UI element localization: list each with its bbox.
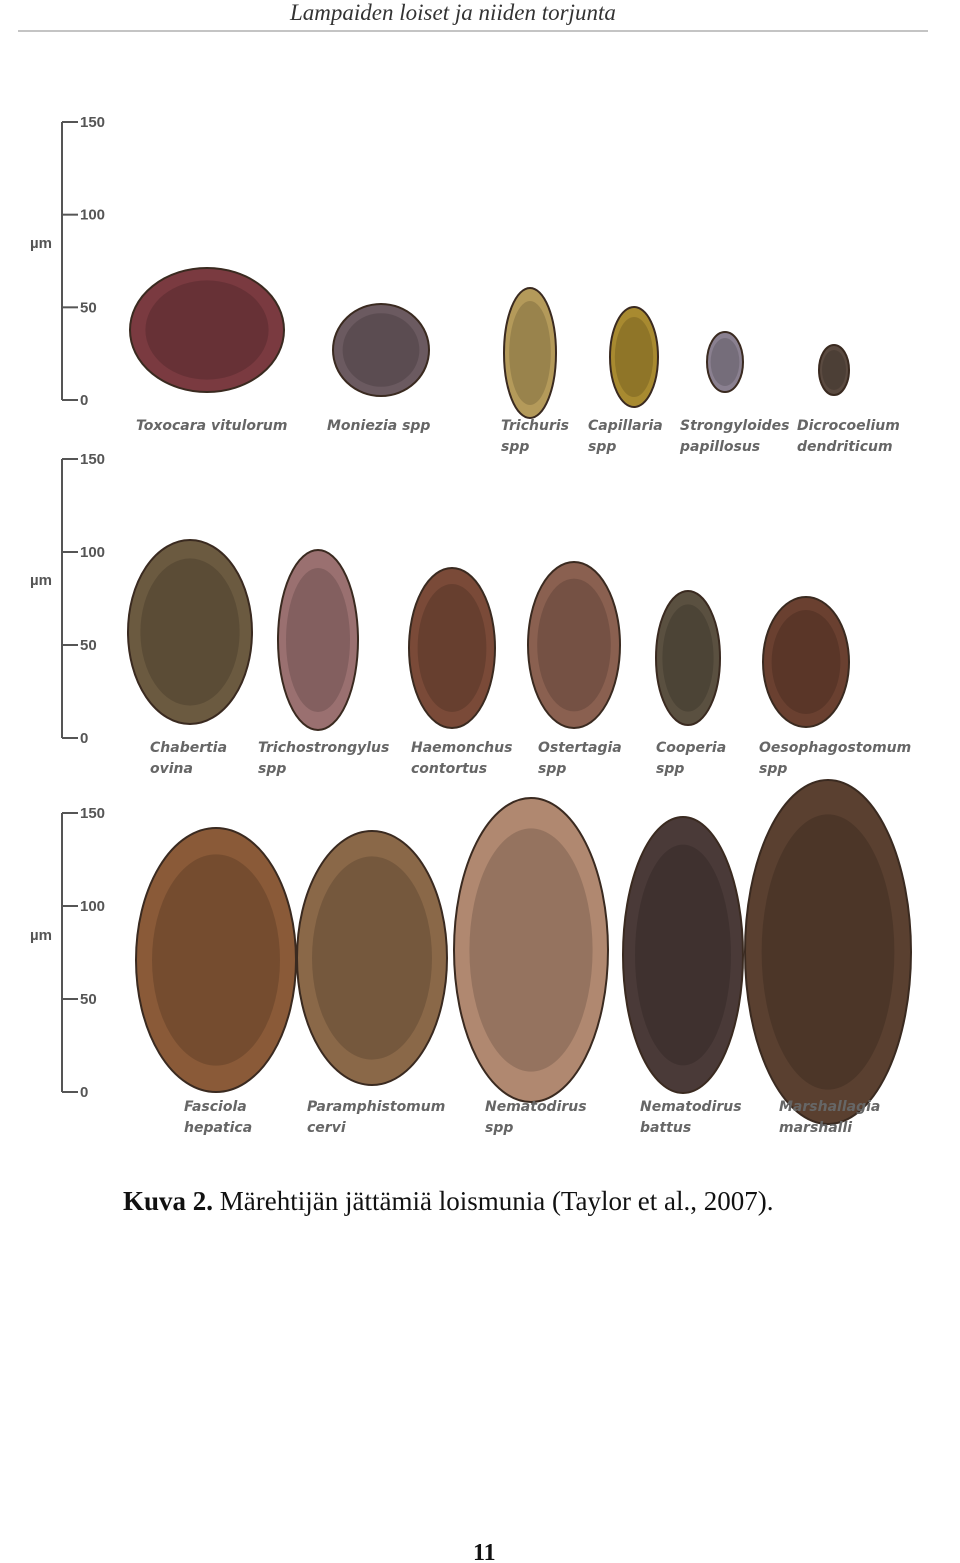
scale-tick-label: 0 — [80, 392, 88, 409]
egg-inner — [614, 317, 654, 397]
header-title: Lampaiden loiset ja niiden torjunta — [289, 0, 616, 25]
egg-inner — [152, 854, 280, 1066]
scale-tick-label: 0 — [80, 730, 88, 747]
egg-label: spp — [258, 761, 286, 777]
egg-label: Strongyloides — [680, 418, 789, 434]
egg-label: Trichuris — [501, 418, 569, 434]
egg-label: Trichostrongylus — [258, 740, 389, 756]
egg — [332, 303, 430, 397]
egg-inner — [509, 301, 551, 405]
caption: Kuva 2. Märehtijän jättämiä loismunia (T… — [123, 1186, 773, 1216]
egg-inner — [145, 280, 269, 380]
egg — [135, 827, 297, 1093]
scale-tick-label: 0 — [80, 1084, 88, 1101]
egg-label: Nematodirus — [485, 1099, 587, 1115]
scale-tick-label: 50 — [80, 637, 97, 654]
scale-tick-label: 50 — [80, 299, 97, 316]
egg-label: Moniezia spp — [327, 418, 430, 434]
egg-inner — [771, 610, 841, 714]
egg — [622, 816, 744, 1094]
egg-label: spp — [588, 439, 616, 455]
caption-label: Kuva 2. — [123, 1186, 213, 1216]
egg-label: spp — [538, 761, 566, 777]
egg — [277, 549, 359, 731]
egg-label: Oesophagostomum — [759, 740, 911, 756]
egg — [503, 287, 557, 419]
egg-label: marshalli — [779, 1120, 852, 1136]
egg-label: Capillaria — [588, 418, 663, 434]
scale-tick-label: 100 — [80, 898, 105, 915]
egg-label: battus — [640, 1120, 691, 1136]
egg-label: hepatica — [184, 1120, 252, 1136]
egg-label: Ostertagia — [538, 740, 622, 756]
egg-label: Paramphistomum — [307, 1099, 445, 1115]
egg-label: spp — [501, 439, 529, 455]
egg — [655, 590, 721, 726]
egg-label: contortus — [411, 761, 487, 777]
scale-unit: µm — [30, 927, 52, 944]
egg-inner — [469, 828, 593, 1072]
scale-tick-label: 50 — [80, 991, 97, 1008]
scale-tick-label: 100 — [80, 544, 105, 561]
egg-label: spp — [759, 761, 787, 777]
egg-label: papillosus — [679, 439, 760, 455]
egg — [296, 830, 448, 1086]
scale-unit: µm — [30, 235, 52, 252]
egg-label: Chabertia — [150, 740, 227, 756]
egg-label: ovina — [150, 761, 193, 777]
egg-inner — [761, 814, 895, 1090]
egg-label: Cooperia — [656, 740, 726, 756]
egg — [129, 267, 285, 393]
egg-label: cervi — [307, 1120, 346, 1136]
egg-inner — [140, 558, 240, 706]
scale-unit: µm — [30, 572, 52, 589]
egg — [127, 539, 253, 725]
egg-inner — [286, 568, 350, 712]
scale-tick-label: 150 — [80, 805, 105, 822]
egg-label: Toxocara vitulorum — [136, 418, 287, 434]
egg-inner — [417, 584, 487, 712]
egg-label: Dicrocoelium — [797, 418, 900, 434]
egg-inner — [662, 604, 714, 712]
egg-label: dendriticum — [797, 439, 893, 455]
egg-inner — [635, 844, 731, 1066]
egg-inner — [537, 578, 611, 712]
egg — [527, 561, 621, 729]
egg-label: Haemonchus — [411, 740, 512, 756]
egg-inner — [342, 313, 420, 387]
egg-label: spp — [656, 761, 684, 777]
egg-label: Fasciola — [184, 1099, 247, 1115]
egg-inner — [710, 338, 740, 386]
scale-tick-label: 100 — [80, 207, 105, 224]
egg — [706, 331, 744, 393]
egg — [818, 344, 850, 396]
egg-inner — [822, 350, 846, 390]
page-number: 11 — [473, 1540, 496, 1563]
egg — [453, 797, 609, 1103]
caption-text: Märehtijän jättämiä loismunia (Taylor et… — [213, 1186, 773, 1216]
egg — [744, 779, 912, 1125]
egg — [609, 306, 659, 408]
figure: 0 50 100 150 µm Toxocara vitulorum Moniezia sp… — [30, 114, 912, 1136]
egg-label: spp — [485, 1120, 513, 1136]
egg-inner — [312, 856, 432, 1060]
scale-tick-label: 150 — [80, 451, 105, 468]
scale-tick-label: 150 — [80, 114, 105, 131]
egg — [408, 567, 496, 729]
egg — [762, 596, 850, 728]
egg-label: Marshallagia — [779, 1099, 880, 1115]
egg-label: Nematodirus — [640, 1099, 742, 1115]
